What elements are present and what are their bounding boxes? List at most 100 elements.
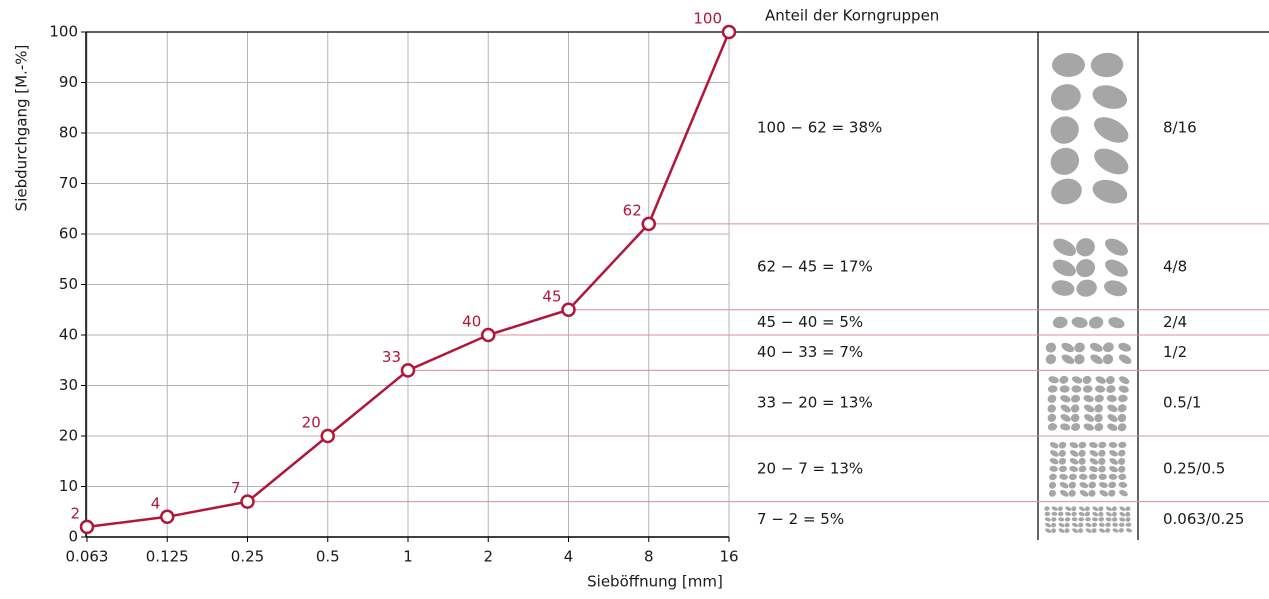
y-tick-label: 0 [68, 528, 78, 546]
grain [1106, 394, 1117, 402]
grain [1070, 394, 1081, 404]
grain [1098, 511, 1105, 517]
data-label: 7 [231, 479, 241, 497]
grain [1059, 413, 1072, 424]
grain [1058, 441, 1067, 450]
data-label: 62 [623, 201, 642, 219]
grain [1071, 522, 1078, 528]
group-name: 1/2 [1163, 343, 1187, 361]
grain [1094, 394, 1105, 403]
group-name: 0.25/0.5 [1163, 459, 1225, 477]
data-label: 40 [462, 313, 481, 331]
grain [1049, 465, 1058, 472]
point [322, 430, 334, 442]
grain [1046, 412, 1057, 423]
grain [1105, 506, 1112, 512]
grain [1079, 481, 1090, 489]
grain [1106, 403, 1119, 413]
grain [1117, 403, 1128, 414]
grain [1044, 341, 1058, 355]
group-name: 4/8 [1163, 257, 1187, 275]
grain [1060, 385, 1070, 392]
grain [1071, 511, 1077, 517]
grain [1044, 522, 1051, 528]
grain [1089, 474, 1097, 480]
group-share: 45 − 40 = 5% [757, 313, 863, 331]
grain [1104, 527, 1111, 533]
point [161, 511, 173, 523]
grain [1078, 511, 1085, 517]
grain [1079, 474, 1088, 481]
grain [1077, 527, 1084, 533]
grain [1105, 517, 1112, 522]
grain [1058, 511, 1064, 516]
grain [1071, 316, 1089, 330]
grain [1125, 511, 1132, 518]
grain [1088, 481, 1097, 490]
grain [1069, 403, 1080, 414]
data-label: 4 [151, 494, 161, 512]
grain [1098, 474, 1107, 481]
grain [1101, 352, 1115, 366]
x-tick-label: 0.25 [231, 548, 264, 566]
grain [1111, 511, 1118, 517]
grain [1069, 412, 1080, 423]
grain [1048, 473, 1057, 481]
grain [1118, 481, 1128, 488]
chart: Anteil der Korngruppen Sieböffnung [mm] … [0, 0, 1269, 599]
grain [1097, 457, 1107, 467]
group-share: 62 − 45 = 17% [757, 257, 873, 275]
grain [1069, 449, 1080, 458]
grain [1064, 527, 1071, 534]
grain [1059, 489, 1070, 498]
grain [1088, 457, 1099, 466]
grain [1098, 517, 1104, 522]
grain [1094, 385, 1105, 393]
grain [1059, 394, 1071, 404]
grain [1098, 522, 1105, 527]
grain [1089, 353, 1105, 367]
grain [1088, 449, 1099, 458]
grain [1046, 111, 1084, 148]
grain [1048, 175, 1084, 207]
grain [1070, 422, 1081, 432]
x-tick-label: 1 [403, 548, 413, 566]
grain [1078, 522, 1084, 528]
grain [1048, 481, 1058, 490]
table-title: Anteil der Korngruppen [765, 7, 939, 25]
group-share: 20 − 7 = 13% [757, 459, 863, 477]
grain [1088, 315, 1105, 330]
grain [1085, 522, 1092, 527]
grain [1098, 527, 1105, 533]
grain [1105, 375, 1116, 386]
grain [1090, 52, 1124, 78]
grain [1069, 473, 1078, 480]
grain [1067, 489, 1077, 499]
grain [1105, 511, 1112, 517]
y-axis-label: Siebdurchgang [M.-%] [13, 45, 31, 212]
grain [1112, 523, 1118, 527]
grain [1118, 473, 1127, 481]
grain [1069, 457, 1080, 466]
y-tick-label: 20 [59, 427, 78, 445]
grain [1102, 341, 1116, 354]
grain [1108, 473, 1117, 480]
grain [1044, 352, 1058, 366]
grain [1108, 481, 1117, 489]
grain [1083, 394, 1095, 403]
point [81, 521, 93, 533]
grain [1085, 527, 1092, 533]
grain [1117, 449, 1126, 458]
group-name: 8/16 [1163, 118, 1197, 136]
x-tick-label: 0.5 [316, 548, 340, 566]
grain [1083, 403, 1096, 414]
grain [1077, 449, 1087, 458]
grain [1090, 81, 1130, 112]
grain [1050, 256, 1078, 280]
y-tick-label: 50 [59, 275, 78, 293]
grain [1069, 441, 1079, 449]
grain [1078, 517, 1084, 521]
grain [1050, 527, 1057, 533]
grain [1098, 506, 1105, 513]
grain [1058, 522, 1065, 528]
